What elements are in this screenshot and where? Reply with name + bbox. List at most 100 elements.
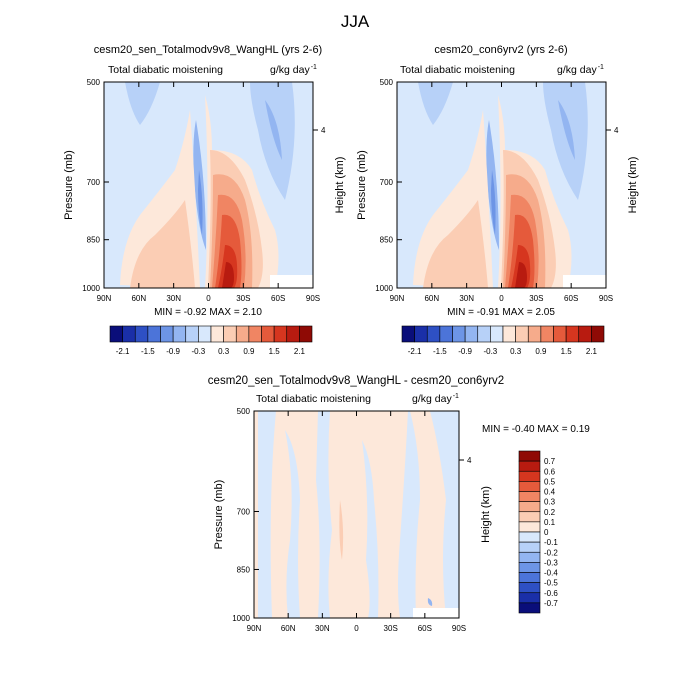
panel-2: cesm20_con6yrv2 (yrs 2-6) Total diabatic…	[396, 44, 607, 289]
page-title: JJA	[341, 12, 370, 31]
panel-2-subtitle: Total diabatic moistening	[400, 64, 515, 76]
panel-2-colorbar-swatch	[553, 325, 567, 343]
panel-3-colorbar-label: 0	[544, 528, 549, 537]
panel-1-ylabel: Pressure (mb)	[63, 150, 75, 220]
panel-3-subtitle: Total diabatic moistening	[256, 393, 371, 405]
panel-1-colorbar-swatch	[286, 325, 300, 343]
panel-3-colorbar-label: 0.6	[544, 467, 556, 476]
panel-3-colorbar-label: -0.2	[544, 548, 558, 557]
panel-3-colorbar-swatch	[518, 460, 541, 472]
panel-1-xtick-label: 60S	[271, 294, 285, 303]
panel-2-ytick-label: 700	[380, 178, 394, 187]
panel-3-xtick-label: 0	[354, 624, 359, 633]
panel-2-xtick-label: 90N	[390, 294, 405, 303]
panel-2-colorbar-swatch	[578, 325, 592, 343]
panel-2-colorbar-label: -0.3	[483, 347, 497, 356]
panel-3-colorbar-label: -0.4	[544, 569, 558, 578]
panel-1-subtitle: Total diabatic moistening	[108, 64, 223, 76]
panel-1-colorbar-label: -1.5	[141, 347, 155, 356]
panel-1-title: cesm20_sen_Totalmodv9v8_WangHL (yrs 2-6)	[94, 44, 322, 56]
panel-1-colorbar-swatch	[299, 325, 313, 343]
axes-layer: 90N 60N 30N 0 30S 60S 90S 500 700 850 1000 4 Pressur…	[63, 78, 639, 633]
panel-3-ytick-label: 1000	[232, 614, 250, 623]
panel-1-colorbar-swatch	[147, 325, 161, 343]
panel-2-ylabel-right: Height (km)	[627, 157, 639, 214]
panel-1-xtick-label: 0	[206, 294, 211, 303]
panel-3-rtick-label: 4	[467, 456, 472, 465]
panel-2-xtick-label: 90S	[599, 294, 613, 303]
panel-3-title: cesm20_sen_Totalmodv9v8_WangHL - cesm20_…	[208, 375, 504, 387]
panel-2-colorbar-swatch	[565, 325, 580, 343]
panel-2-colorbar-label: -0.9	[458, 347, 472, 356]
panel-3-units-base: g/kg day	[412, 393, 452, 405]
panel-2-xtick-label: 0	[499, 294, 504, 303]
panel-3-colorbar-label: -0.5	[544, 579, 558, 588]
panel-1-colorbar-swatch	[172, 325, 187, 343]
panel-1-ylabel-right: Height (km)	[334, 157, 346, 214]
panel-3-colorbar-label: -0.1	[544, 538, 558, 547]
panel-1-units: g/kg day-1	[270, 64, 317, 76]
panel-3-colorbar-label: 0.7	[544, 457, 556, 466]
panel-2-colorbar-swatch	[490, 325, 504, 343]
panel-3-colorbar-swatch	[518, 602, 541, 614]
panel-1-xtick-label: 90S	[306, 294, 320, 303]
panel-3-field	[254, 411, 459, 618]
panel-1-colorbar-swatch	[235, 325, 250, 343]
panel-3-colorbar-label: -0.6	[544, 589, 558, 598]
panel-2-units: g/kg day-1	[557, 64, 604, 76]
panel-2-colorbar-label: -2.1	[408, 347, 422, 356]
panel-2-colorbar-swatch	[540, 325, 554, 343]
panel-3-colorbar-label: -0.3	[544, 558, 558, 567]
panel-3-ytick-label: 500	[237, 407, 251, 416]
panel-3-colorbar-swatch	[518, 511, 541, 523]
panel-1-colorbar-swatch	[185, 325, 199, 343]
panel-2-colorbar-label: 1.5	[561, 347, 573, 356]
panel-2-colorbar-label: 0.3	[510, 347, 522, 356]
panel-1-colorbar-swatch	[261, 325, 275, 343]
panel-1-ytick-label: 500	[87, 78, 101, 87]
panel-1: cesm20_sen_Totalmodv9v8_WangHL (yrs 2-6)…	[94, 44, 322, 289]
panel-1-colorbar-label: -0.3	[191, 347, 205, 356]
panel-3-colorbar-swatch	[518, 562, 541, 573]
panel-3-xtick-label: 60N	[281, 624, 296, 633]
panel-3-ylabel: Pressure (mb)	[213, 480, 225, 550]
panel-1-ytick-label: 1000	[82, 284, 100, 293]
panel-3-colorbar-label: 0.4	[544, 488, 556, 497]
panel-1-ytick-label: 850	[87, 236, 101, 245]
panel-1-colorbar-label: 1.5	[269, 347, 281, 356]
panel-1-colorbar-swatch	[223, 325, 237, 343]
panel-3-colorbar-swatch	[518, 551, 541, 563]
panel-2-field	[397, 82, 606, 288]
panel-3-colorbar-label: 0.3	[544, 498, 556, 507]
panel-1-field	[104, 82, 313, 288]
panel-2-colorbar-swatch	[464, 325, 479, 343]
panel-1-colorbar-swatch	[210, 325, 224, 343]
panel-2-colorbar-swatch	[477, 325, 491, 343]
panel-2-colorbar-swatch	[414, 325, 428, 343]
panel-1-colorbar-swatch	[273, 325, 288, 343]
panel-3-ytick-label: 700	[237, 507, 251, 516]
panel-2-colorbar-swatch	[426, 325, 441, 343]
panel-2-xtick-label: 30S	[529, 294, 543, 303]
panel-3-units-sup: -1	[453, 393, 459, 400]
panel-1-colorbar-label: 2.1	[294, 347, 306, 356]
panel-3-xtick-label: 60S	[418, 624, 432, 633]
panel-2-rtick-label: 4	[614, 126, 619, 135]
panel-3-xtick-label: 90N	[247, 624, 262, 633]
panel-1-xtick-label: 30S	[236, 294, 250, 303]
panel-2-units-base: g/kg day	[557, 64, 597, 76]
panel-2-colorbar-label: 2.1	[586, 347, 598, 356]
panel-2-xtick-label: 60N	[424, 294, 439, 303]
panel-3-colorbar-swatch	[518, 501, 541, 513]
panel-2-colorbar-swatch	[401, 325, 415, 343]
panel-1-xtick-label: 60N	[131, 294, 146, 303]
panel-1-colorbar-swatch	[134, 325, 149, 343]
panel-1-ytick-label: 700	[87, 178, 101, 187]
panel-3-colorbar-swatch	[518, 531, 541, 543]
panel-1-colorbar-label: 0.9	[243, 347, 255, 356]
panel-1-colorbar-swatch	[160, 325, 174, 343]
panel-2-colorbar-swatch	[452, 325, 466, 343]
panel-3-colorbar-label: 0.5	[544, 477, 556, 486]
panel-2-ytick-label: 1000	[375, 284, 393, 293]
